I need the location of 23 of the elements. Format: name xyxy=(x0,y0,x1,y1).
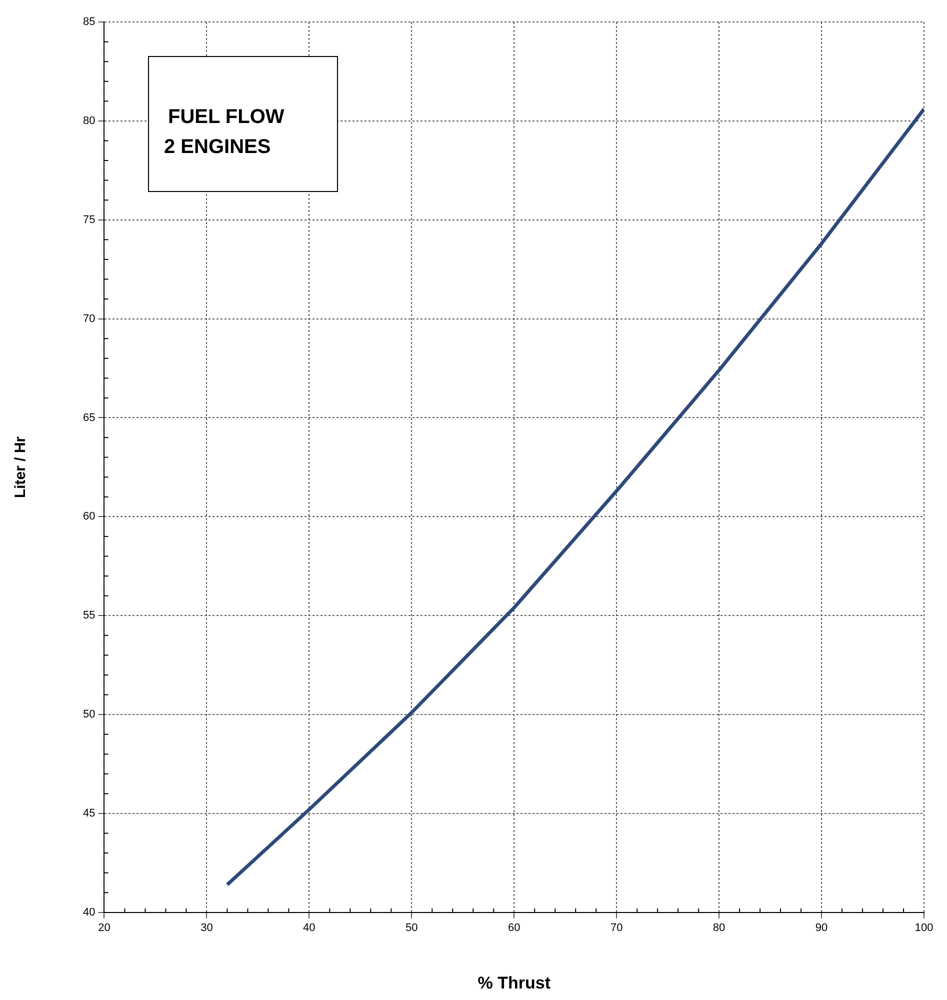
annotation: 2 ENGINES xyxy=(164,135,272,160)
y-tick-label: 40 xyxy=(82,906,96,918)
y-tick-label: 80 xyxy=(82,114,96,127)
x-axis-title: % Thrust xyxy=(478,973,551,992)
y-tick-label: 65 xyxy=(82,412,96,424)
x-tick-label: 50 xyxy=(406,922,418,934)
y-tick-label: 45 xyxy=(82,808,96,820)
x-tick-label: 40 xyxy=(303,922,316,934)
x-tick-label: 60 xyxy=(508,922,520,934)
y-tick-label: 60 xyxy=(82,510,96,523)
x-tick-label: 90 xyxy=(815,922,828,934)
x-tick-label: 100 xyxy=(914,922,934,934)
x-tick-label: 80 xyxy=(712,922,726,934)
y-tick-label: 70 xyxy=(82,312,96,325)
x-tick-label: 70 xyxy=(610,922,623,934)
x-tick-label: 30 xyxy=(200,922,213,934)
y-axis-title: Liter / Hr xyxy=(12,436,30,498)
y-tick-label: 55 xyxy=(82,610,96,622)
y-tick-label: 85 xyxy=(82,16,96,28)
annotation: FUEL FLOW xyxy=(168,105,284,130)
y-tick-label: 75 xyxy=(82,214,96,226)
y-tick-label: 50 xyxy=(82,708,96,721)
x-tick-label: 20 xyxy=(98,922,110,934)
